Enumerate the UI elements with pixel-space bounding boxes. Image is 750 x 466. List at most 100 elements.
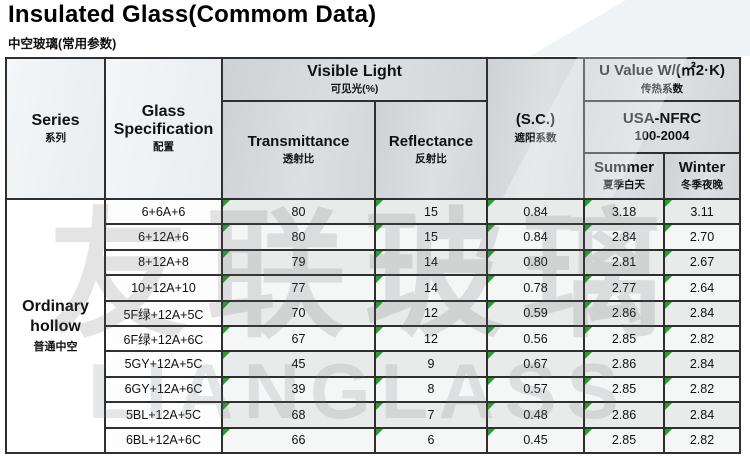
series-group-cell: Ordinary hollow 普通中空 (5, 198, 106, 454)
cell-reflectance: 14 (373, 274, 489, 302)
error-indicator-icon (489, 277, 496, 284)
error-indicator-icon (377, 277, 383, 284)
cell-transmittance: 77 (221, 274, 376, 302)
error-indicator-icon (586, 353, 593, 360)
reflectance-value: 6 (427, 433, 435, 448)
error-indicator-icon (666, 353, 673, 360)
cell-winter: 2.84 (663, 401, 742, 429)
cell-sc: 0.84 (486, 197, 586, 226)
winter-value: 2.82 (689, 382, 715, 397)
cell-spec: 8+12A+8 (104, 248, 223, 277)
glass-data-table: Series 系列 Glass Specification 配置 Visible… (5, 57, 742, 454)
winter-value: 2.84 (689, 306, 715, 321)
header-series: Series 系列 (5, 57, 106, 200)
error-indicator-icon (666, 201, 673, 207)
cell-sc: 0.57 (486, 375, 586, 404)
error-indicator-icon (224, 251, 230, 258)
cell-sc: 0.48 (486, 401, 586, 429)
cell-winter: 3.11 (663, 197, 742, 226)
header-sc-zh: 遮阳系数 (514, 131, 557, 144)
table-row: Ordinary hollow 普通中空 6+6A+6 80 15 0.84 3… (5, 197, 742, 454)
error-indicator-icon (377, 302, 383, 309)
cell-sc: 0.56 (486, 324, 586, 353)
error-indicator-icon (666, 251, 673, 258)
reflectance-value: 8 (427, 382, 435, 397)
header-sc: (S.C.) 遮阳系数 (486, 57, 586, 200)
header-winter: Winter 冬季夜晚 (663, 152, 742, 200)
table-row: 6GY+12A+6C 39 8 0.57 2.85 2.82 (6, 375, 742, 404)
cell-winter: 2.82 (663, 375, 742, 404)
cell-spec: 6+6A+6 (104, 197, 223, 226)
cell-winter: 2.64 (663, 274, 742, 302)
header-transmittance: Transmittance 透射比 (221, 100, 376, 200)
transmittance-value: 77 (291, 280, 306, 295)
header-reflectance: Reflectance 反射比 (373, 100, 489, 200)
winter-value: 2.82 (689, 331, 715, 346)
header-glass-specification-en: Glass Specification (113, 102, 214, 138)
error-indicator-icon (586, 378, 593, 385)
table-row: 6F绿+12A+6C 67 12 0.56 2.85 2.82 (6, 324, 742, 353)
header-visible-light-zh: 可见光(%) (330, 83, 379, 96)
error-indicator-icon (489, 429, 496, 436)
cell-transmittance: 66 (221, 426, 376, 454)
summer-value: 2.85 (611, 382, 637, 397)
transmittance-value: 68 (291, 407, 306, 422)
error-indicator-icon (586, 251, 593, 258)
cell-transmittance: 68 (221, 401, 376, 429)
error-indicator-icon (489, 327, 496, 334)
header-usa-nfrc: USA-NFRC 100-2004 (583, 100, 742, 154)
cell-winter: 2.84 (663, 299, 742, 327)
page-subtitle: 中空玻璃(常用参数) (8, 37, 117, 51)
header-u-value-zh: 传热系数 (641, 82, 684, 95)
header-visible-light: Visible Light 可见光(%) (220, 57, 489, 102)
page-title: Insulated Glass(Commom Data) (8, 1, 377, 28)
cell-summer: 3.18 (583, 197, 666, 226)
table-row: 10+12A+10 77 14 0.78 2.77 2.64 (6, 274, 742, 302)
table-row: 6BL+12A+6C 66 6 0.45 2.85 2.82 (6, 426, 742, 454)
cell-summer: 2.85 (583, 324, 666, 353)
cell-reflectance: 15 (373, 197, 489, 226)
error-indicator-icon (666, 226, 673, 233)
error-indicator-icon (586, 277, 593, 284)
error-indicator-icon (224, 277, 230, 284)
cell-summer: 2.85 (583, 375, 666, 404)
header-series-en: Series (31, 111, 80, 129)
spec-value: 10+12A+10 (131, 280, 196, 295)
winter-value: 3.11 (690, 204, 714, 219)
transmittance-value: 67 (291, 331, 306, 346)
spec-value: 6+12A+6 (138, 230, 189, 245)
error-indicator-icon (666, 378, 673, 385)
winter-value: 2.64 (689, 280, 715, 295)
sc-value: 0.56 (523, 331, 548, 346)
header-glass-specification-zh: 配置 (153, 141, 174, 154)
cell-reflectance: 8 (373, 375, 489, 404)
header-sc-en: (S.C.) (515, 111, 556, 129)
error-indicator-icon (377, 251, 383, 258)
spec-value: 6+6A+6 (141, 204, 186, 219)
spec-value: 6GY+12A+6C (124, 382, 203, 397)
sc-value: 0.84 (523, 204, 548, 219)
summer-value: 2.86 (611, 407, 637, 422)
cell-transmittance: 67 (221, 324, 376, 353)
reflectance-value: 15 (424, 204, 438, 219)
cell-winter: 2.70 (663, 223, 742, 251)
header-u-value: U Value W/(㎡2·K) 传热系数 (583, 57, 742, 102)
table-row: 8+12A+8 79 14 0.80 2.81 2.67 (6, 248, 742, 277)
header-row-1: Series 系列 Glass Specification 配置 Visible… (5, 57, 742, 200)
error-indicator-icon (224, 302, 230, 309)
winter-value: 2.70 (689, 230, 715, 245)
summer-value: 2.84 (611, 230, 637, 245)
cell-transmittance: 80 (221, 223, 376, 251)
header-reflectance-en: Reflectance (388, 132, 474, 150)
table-row: 5GY+12A+5C 45 9 0.67 2.86 2.84 (6, 350, 742, 378)
cell-spec: 6GY+12A+6C (104, 375, 223, 404)
error-indicator-icon (377, 226, 383, 233)
cell-winter: 2.82 (663, 426, 742, 454)
spec-value: 6BL+12A+6C (125, 433, 202, 448)
cell-transmittance: 80 (221, 197, 376, 226)
table-row: 5F绿+12A+5C 70 12 0.59 2.86 2.84 (6, 299, 742, 327)
header-reflectance-zh: 反射比 (415, 153, 447, 166)
transmittance-value: 70 (291, 306, 306, 321)
transmittance-value: 79 (291, 255, 306, 270)
